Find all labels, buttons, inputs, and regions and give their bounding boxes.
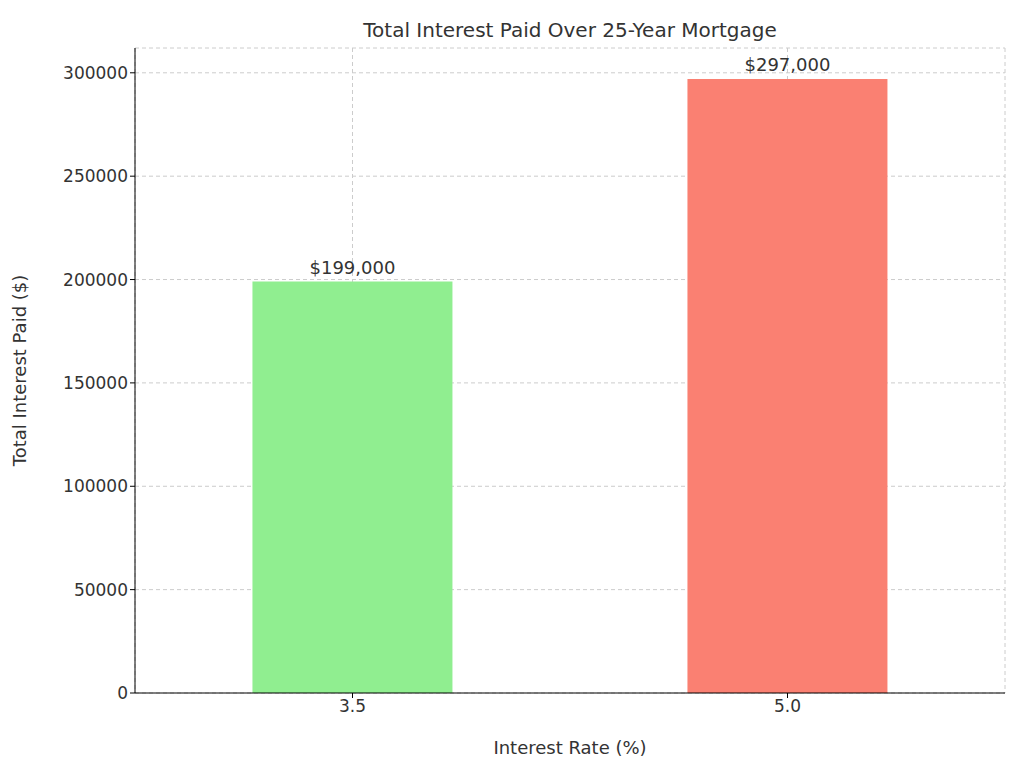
svg-text:200000: 200000	[63, 270, 128, 290]
svg-text:5.0: 5.0	[774, 696, 801, 716]
svg-text:100000: 100000	[63, 476, 128, 496]
svg-text:$297,000: $297,000	[745, 54, 831, 75]
svg-text:0: 0	[117, 683, 128, 703]
svg-text:Total Interest Paid ($): Total Interest Paid ($)	[9, 275, 30, 468]
svg-text:3.5: 3.5	[339, 696, 366, 716]
svg-text:300000: 300000	[63, 63, 128, 83]
html-text:Total Interest Paid Over 25-Ye: Total Interest Paid Over 25-Year Mortgag…	[363, 18, 777, 42]
svg-text:250000: 250000	[63, 166, 128, 186]
svg-text:$199,000: $199,000	[310, 257, 396, 278]
svg-text:150000: 150000	[63, 373, 128, 393]
svg-text:Interest Rate (%): Interest Rate (%)	[493, 737, 646, 758]
svg-text:50000: 50000	[74, 580, 128, 600]
